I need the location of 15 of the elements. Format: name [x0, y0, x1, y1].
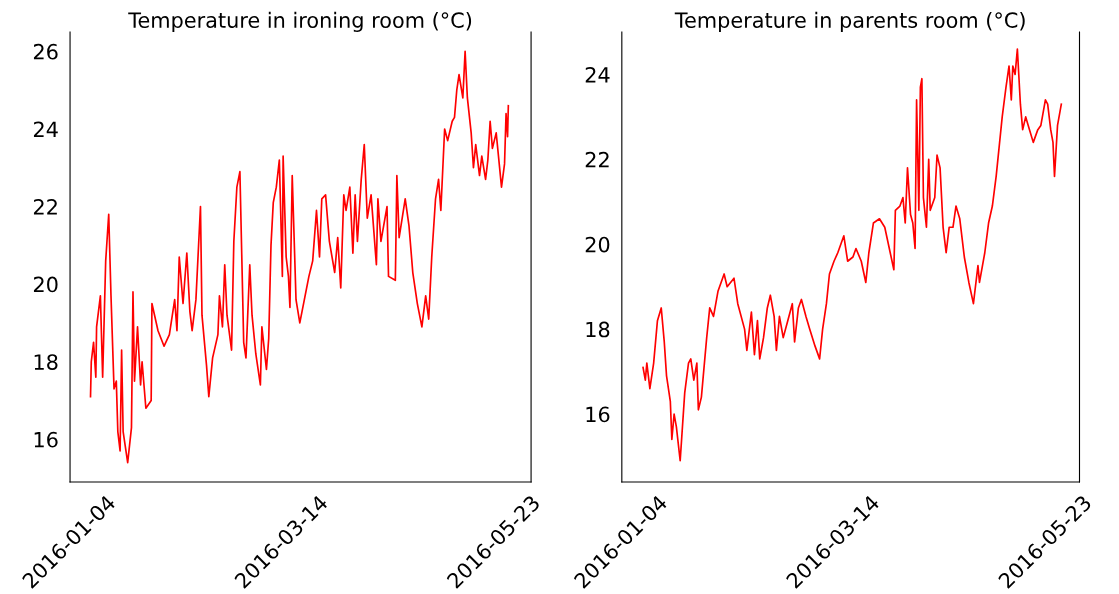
y-tick-label: 26: [33, 43, 58, 60]
y-tick-label: 22: [585, 151, 609, 168]
y-tick-label: 20: [33, 276, 58, 293]
y-tick-label: 18: [34, 354, 58, 370]
y-tick-label: 24: [33, 121, 58, 137]
chart-title: Temperature in parents room (°C): [674, 11, 1025, 33]
y-tick-label: 16: [586, 406, 610, 423]
line-series: [642, 48, 1063, 462]
y-tick-label: 24: [585, 66, 610, 83]
line-series: [89, 50, 510, 464]
y-tick-label: 18: [586, 321, 610, 338]
y-tick-label: 22: [33, 199, 57, 215]
y-tick-label: 20: [585, 236, 610, 253]
y-tick-label: 16: [34, 431, 58, 448]
chart-title: Temperature in ironing room (°C): [128, 11, 472, 33]
